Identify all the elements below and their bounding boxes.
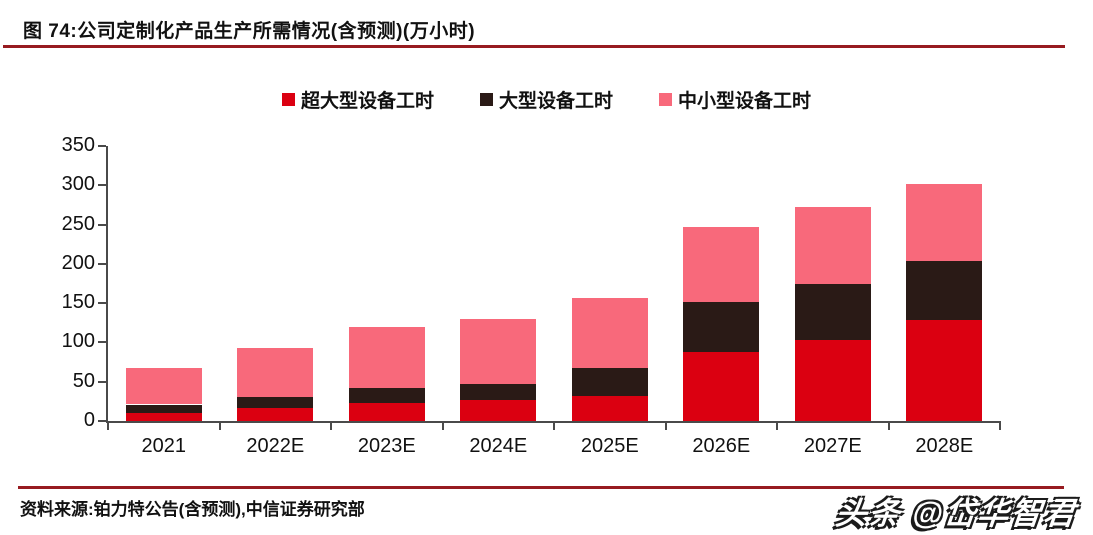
- y-axis-tick-label: 150: [61, 291, 95, 314]
- x-axis-label: 2026E: [692, 435, 751, 457]
- x-axis-label: 2027E: [803, 435, 862, 457]
- bar-segment-大型设备工时: [571, 368, 648, 396]
- y-axis-tick: [98, 341, 106, 344]
- y-axis-tick-label: 0: [83, 409, 95, 431]
- y-axis-tick: [98, 262, 106, 265]
- legend-swatch-large: [479, 93, 493, 106]
- legend-label-super-large: 超大型设备工时: [300, 91, 434, 112]
- legend-item-super-large: 超大型设备工时: [281, 86, 434, 113]
- x-axis-tick: [218, 423, 221, 430]
- bar-segment-大型设备工时: [794, 284, 871, 341]
- watermark: 头条 @岱华智君: [834, 496, 1079, 531]
- y-axis-tick-label: 350: [61, 134, 95, 156]
- x-axis-tick: [330, 423, 332, 430]
- bar-segment-大型设备工时: [237, 396, 314, 409]
- legend-label-large: 大型设备工时: [498, 91, 613, 112]
- title-divider-line: [3, 45, 1065, 48]
- x-axis-tick: [887, 423, 890, 430]
- bar-segment-超大型设备工时: [794, 340, 871, 421]
- y-axis-tick-label: 50: [72, 369, 95, 392]
- bar-segment-超大型设备工时: [460, 399, 537, 421]
- bar-segment-超大型设备工时: [125, 413, 202, 421]
- y-axis-tick-label: 100: [61, 330, 95, 353]
- bar-segment-大型设备工时: [906, 260, 983, 321]
- bar-segment-中小型设备工时: [794, 207, 871, 285]
- bar-segment-中小型设备工时: [906, 183, 983, 261]
- x-axis-label: 2024E: [469, 435, 528, 457]
- bar-segment-超大型设备工时: [348, 402, 425, 421]
- legend-item-small-medium: 中小型设备工时: [659, 86, 811, 113]
- bar-segment-大型设备工时: [125, 404, 202, 414]
- legend-item-large: 大型设备工时: [479, 86, 613, 113]
- y-axis-tick: [98, 145, 106, 147]
- x-axis-line: [106, 421, 1001, 423]
- source-note: 资料来源:铂力特公告(含预测),中信证券研究部: [20, 500, 365, 519]
- bar-segment-超大型设备工时: [571, 395, 648, 421]
- x-axis-label: 2023E: [357, 435, 416, 457]
- y-axis-tick: [98, 420, 106, 422]
- footer-divider-line: [18, 486, 1064, 489]
- x-axis-label: 2025E: [580, 435, 639, 457]
- figure-title: 图 74:公司定制化产品生产所需情况(含预测)(万小时): [23, 21, 476, 42]
- legend-label-small-medium: 中小型设备工时: [678, 91, 812, 112]
- y-axis-tick: [98, 302, 106, 305]
- bar-segment-中小型设备工时: [348, 326, 425, 388]
- bar-segment-大型设备工时: [460, 384, 537, 400]
- bar-segment-大型设备工时: [348, 388, 425, 403]
- x-axis-tick: [776, 423, 778, 430]
- y-axis-tick: [98, 223, 106, 226]
- x-axis-label: 2028E: [915, 435, 974, 457]
- bar-segment-超大型设备工时: [683, 351, 760, 421]
- y-axis-tick: [98, 380, 106, 383]
- chart-legend: 超大型设备工时 大型设备工时 中小型设备工时: [0, 86, 1093, 113]
- y-axis-line: [106, 146, 108, 421]
- x-axis-tick: [553, 423, 555, 430]
- bar-segment-超大型设备工时: [906, 320, 983, 421]
- x-axis-tick: [441, 423, 444, 430]
- legend-swatch-super-large: [281, 93, 295, 106]
- y-axis-tick-label: 300: [61, 173, 95, 196]
- x-axis-label: 2021: [141, 435, 187, 457]
- x-axis-tick: [999, 423, 1001, 430]
- bar-segment-超大型设备工时: [237, 408, 314, 421]
- x-axis-tick: [107, 423, 109, 430]
- y-axis-tick-label: 200: [61, 251, 95, 274]
- y-axis-tick: [98, 184, 106, 187]
- bar-segment-中小型设备工时: [683, 226, 760, 303]
- bar-segment-中小型设备工时: [460, 318, 537, 385]
- bar-segment-中小型设备工时: [237, 347, 314, 397]
- x-axis-label: 2022E: [246, 435, 305, 457]
- bar-segment-中小型设备工时: [571, 298, 648, 369]
- bar-segment-大型设备工时: [683, 302, 760, 352]
- y-axis-tick-label: 250: [61, 212, 95, 235]
- x-axis-tick: [664, 423, 667, 430]
- legend-swatch-small-medium: [659, 93, 672, 106]
- bar-segment-中小型设备工时: [125, 368, 202, 405]
